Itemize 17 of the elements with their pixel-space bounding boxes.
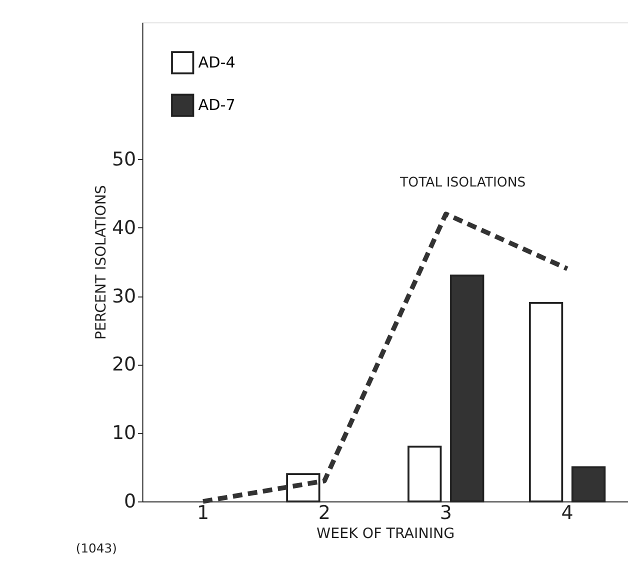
legend-label: AD-7 — [198, 96, 236, 114]
y-tick-label: 10 — [112, 422, 136, 444]
y-tick-label: 0 — [124, 490, 136, 513]
x-tick-label: 1 — [196, 502, 210, 524]
x-tick-label: 3 — [440, 502, 452, 524]
y-axis-title: PERCENT ISOLATIONS — [93, 185, 110, 340]
y-tick-label: 30 — [112, 285, 136, 308]
x-axis-title: WEEK OF TRAINING — [316, 526, 455, 542]
y-tick-label: 40 — [112, 216, 136, 239]
text: (1043) — [76, 542, 117, 556]
x-tick-label: 2 — [318, 502, 330, 524]
annotation: TOTAL ISOLATIONS — [399, 176, 526, 191]
line-series — [200, 212, 570, 504]
legend-label: AD-4 — [198, 53, 236, 72]
x-tick-label: 4 — [561, 502, 574, 524]
y-tick-label: 20 — [112, 354, 136, 376]
y-tick-label: 50 — [112, 148, 136, 170]
